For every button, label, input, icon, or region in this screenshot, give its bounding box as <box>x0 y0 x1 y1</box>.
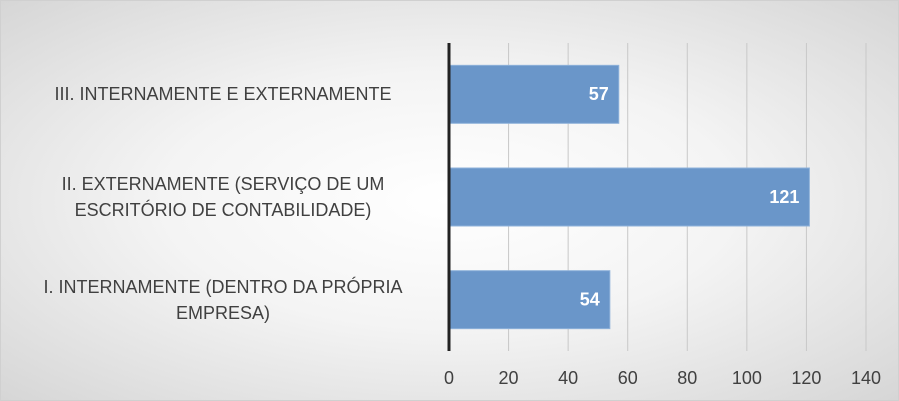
x-tick-label: 80 <box>677 368 697 388</box>
x-tick-label: 100 <box>732 368 762 388</box>
x-tick-label: 60 <box>618 368 638 388</box>
category-label: I. INTERNAMENTE (DENTRO DA PRÓPRIA EMPRE… <box>43 276 403 323</box>
data-label: 57 <box>589 84 609 104</box>
category-label: III. INTERNAMENTE E EXTERNAMENTE <box>54 84 392 105</box>
category-label: II. EXTERNAMENTE (SERVIÇO DE UM ESCRITÓR… <box>61 174 385 220</box>
x-tick-label: 0 <box>444 368 454 388</box>
data-label: 121 <box>769 187 799 207</box>
x-tick-label: 120 <box>791 368 821 388</box>
x-tick-label: 140 <box>851 368 881 388</box>
bar <box>448 270 611 330</box>
x-tick-label: 20 <box>499 368 519 388</box>
bar <box>448 167 810 227</box>
x-tick-label: 40 <box>558 368 578 388</box>
data-label: 54 <box>580 289 600 309</box>
